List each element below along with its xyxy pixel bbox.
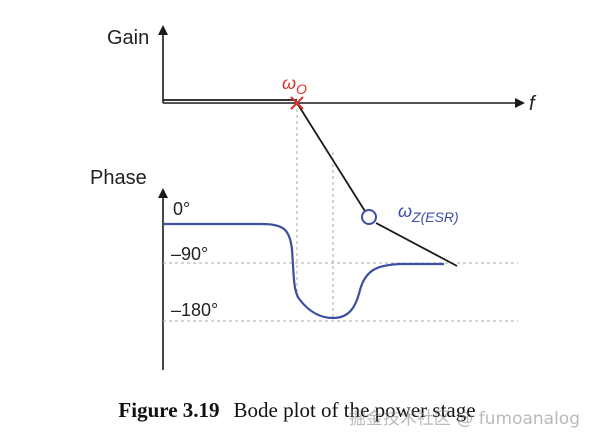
bode-plot: Gain f Phase ωO ωZ(ESR) 0° –90° –180° (90, 25, 537, 370)
gain-slope (296, 102, 370, 218)
gain-slope-after-zero (375, 222, 458, 267)
corner-frequency-label: ωO (282, 73, 307, 97)
guide-lines (163, 103, 518, 322)
phase-tick-minus-90: –90° (171, 244, 208, 264)
phase-tick-minus-180: –180° (171, 300, 218, 320)
gain-curve (163, 99, 458, 267)
gain-axis-label: Gain (107, 27, 149, 49)
esr-zero-marker (361, 209, 377, 225)
figure-number: Figure 3.19 (118, 398, 220, 422)
phase-axis-label: Phase (90, 167, 147, 189)
phase-curve (163, 222, 444, 320)
figure-caption: Figure 3.19 Bode plot of the power stage (0, 398, 594, 423)
corner-frequency-marker (290, 96, 304, 110)
watermark: 掘金技术社区 @ fumoanalog (348, 409, 580, 429)
phase-tick-0: 0° (173, 199, 190, 219)
figure-title: Bode plot of the power stage (233, 398, 476, 422)
frequency-axis-label: f (529, 93, 537, 115)
esr-zero-label: ωZ(ESR) (398, 201, 459, 225)
